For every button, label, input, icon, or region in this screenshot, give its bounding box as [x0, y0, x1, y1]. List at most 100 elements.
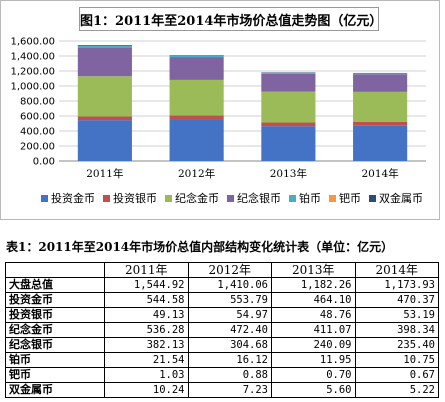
- table-header-cell: 2012年: [187, 262, 272, 278]
- table-cell: 544.58: [104, 292, 189, 308]
- table-row: 钯币 1.03 0.88 0.70 0.67: [5, 367, 439, 383]
- table-header-cell: [5, 262, 105, 278]
- table-cell: 536.28: [104, 322, 189, 338]
- table-cell: 0.67: [354, 367, 439, 383]
- legend-swatch: [103, 194, 110, 202]
- bar-segment: [353, 121, 408, 126]
- bar-segment: [353, 91, 408, 122]
- legend-swatch: [165, 194, 172, 202]
- legend-swatch: [369, 194, 376, 202]
- bar-segment: [169, 55, 224, 58]
- table-cell: 553.79: [187, 292, 272, 308]
- stacked-bar-chart: 0.00 200.00 400.00 600.00 800.00 1,000.00 1,20…: [10, 37, 426, 180]
- y-tick-label: 600.00: [20, 112, 55, 123]
- y-tick-label: 1,600.00: [10, 37, 55, 48]
- legend-label: 投资银币: [113, 192, 157, 205]
- table-row: 纪念金币 536.28 472.40 411.07 398.34: [5, 322, 439, 338]
- y-tick-label: 0.00: [33, 157, 55, 168]
- table-row: 投资银币 49.13 54.97 48.76 53.19: [5, 307, 439, 323]
- table-cell: 53.19: [354, 307, 439, 323]
- bar-segment: [261, 72, 316, 74]
- table-cell: 54.97: [187, 307, 272, 323]
- table-caption: 表1：2011年至2014年市场价总值内部结构变化统计表（单位：亿元）: [6, 240, 394, 254]
- bar-segment: [169, 115, 224, 120]
- y-tick-label: 1,000.00: [10, 82, 55, 93]
- table-row: 纪念银币 382.13 304.68 240.09 235.40: [5, 337, 439, 353]
- legend-label: 铂币: [299, 192, 321, 205]
- bar-segment: [353, 73, 408, 75]
- table-cell: 48.76: [271, 307, 356, 323]
- row-label: 双金属币: [5, 382, 105, 398]
- table-cell: 16.12: [187, 352, 272, 368]
- table-header-row: 2011年 2012年 2013年 2014年: [5, 262, 439, 278]
- y-tick-label: 1,400.00: [10, 52, 55, 63]
- table-cell: 470.37: [354, 292, 439, 308]
- bar-segment: [77, 45, 132, 46]
- table-header-cell: 2011年: [104, 262, 189, 278]
- table-header-cell: 2014年: [354, 262, 439, 278]
- table-cell: 1,544.92: [104, 277, 189, 293]
- chart-legend: 投资金币 投资银币 纪念金币 纪念银币 铂币 钯币 双金属币: [41, 190, 423, 206]
- bar-segment: [77, 120, 132, 161]
- table-cell: 382.13: [104, 337, 189, 353]
- legend-label: 钯币: [339, 192, 361, 205]
- table-cell: 5.60: [271, 382, 356, 398]
- table-row: 投资金币 544.58 553.79 464.10 470.37: [5, 292, 439, 308]
- legend-swatch: [329, 194, 336, 202]
- row-label: 铂币: [5, 352, 105, 368]
- legend-item: 铂币: [289, 190, 321, 206]
- table-cell: 304.68: [187, 337, 272, 353]
- bar-segment: [169, 57, 224, 80]
- table-cell: 49.13: [104, 307, 189, 323]
- bar-segment: [353, 125, 408, 161]
- table-cell: 398.34: [354, 322, 439, 338]
- legend-item: 钯币: [329, 190, 361, 206]
- row-label: 纪念金币: [5, 322, 105, 338]
- table-cell: 5.22: [354, 382, 439, 398]
- table-row: 铂币 21.54 16.12 11.95 10.75: [5, 352, 439, 368]
- legend-swatch: [289, 194, 296, 202]
- table-row: 双金属币 10.24 7.23 5.60 5.22: [5, 382, 439, 398]
- bar-segment: [261, 91, 316, 123]
- row-label: 大盘总值: [5, 277, 105, 293]
- x-tick-label: 2014年: [362, 167, 399, 180]
- bar-segment: [77, 76, 132, 117]
- table-header-cell: 2013年: [271, 262, 356, 278]
- legend-item: 纪念金币: [165, 190, 219, 206]
- table-cell: 10.75: [354, 352, 439, 368]
- legend-item: 投资金币: [41, 190, 95, 206]
- x-tick-label: 2011年: [86, 167, 123, 180]
- bar-segment: [261, 73, 316, 92]
- legend-label: 双金属币: [379, 192, 423, 205]
- table-cell: 472.40: [187, 322, 272, 338]
- row-label: 投资金币: [5, 292, 105, 308]
- y-tick-label: 1,200.00: [10, 67, 55, 78]
- row-label: 投资银币: [5, 307, 105, 323]
- chart-panel: 0.00 200.00 400.00 600.00 800.00 1,000.00 1,20…: [0, 0, 440, 220]
- bar-segment: [77, 47, 132, 77]
- bar-segment: [169, 55, 224, 56]
- table-cell: 235.40: [354, 337, 439, 353]
- legend-label: 纪念银币: [237, 192, 281, 205]
- table-cell: 1,173.93: [354, 277, 439, 293]
- table-cell: 0.70: [271, 367, 356, 383]
- row-label: 纪念银币: [5, 337, 105, 353]
- bar-segment: [169, 79, 224, 116]
- legend-item: 双金属币: [369, 190, 423, 206]
- table-cell: 10.24: [104, 382, 189, 398]
- legend-label: 纪念金币: [175, 192, 219, 205]
- x-tick-label: 2012年: [178, 167, 215, 180]
- table-cell: 1.03: [104, 367, 189, 383]
- y-tick-label: 200.00: [20, 142, 55, 153]
- table-cell: 1,182.26: [271, 277, 356, 293]
- bar-segment: [169, 119, 224, 161]
- bar-segment: [77, 116, 132, 121]
- table-cell: 464.10: [271, 292, 356, 308]
- bar-segment: [261, 126, 316, 161]
- table-cell: 240.09: [271, 337, 356, 353]
- legend-label: 投资金币: [51, 192, 95, 205]
- x-tick-label: 2013年: [270, 167, 307, 180]
- row-label: 钯币: [5, 367, 105, 383]
- y-tick-label: 800.00: [20, 97, 55, 108]
- legend-swatch: [227, 194, 234, 202]
